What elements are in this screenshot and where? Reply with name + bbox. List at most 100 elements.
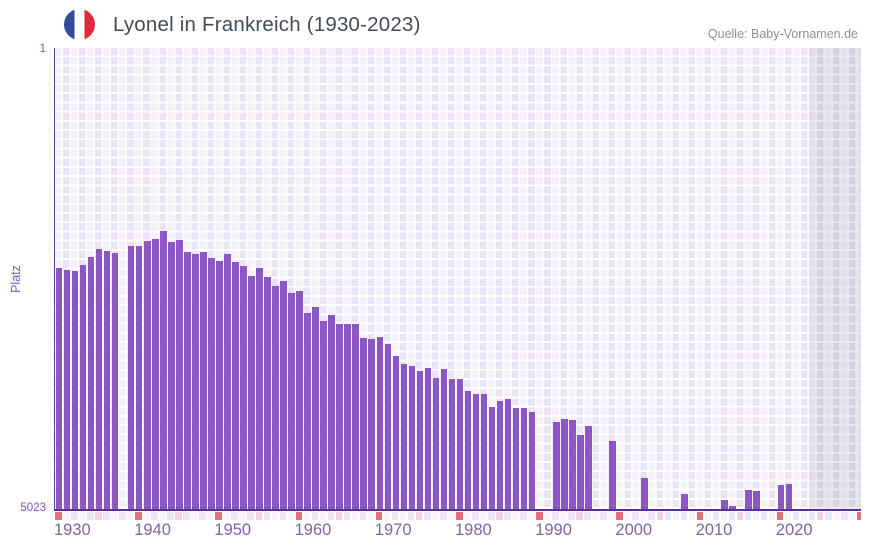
year-cell-2007 — [672, 512, 680, 520]
bar-1973[interactable] — [400, 364, 408, 509]
decade-marker-2010 — [696, 512, 704, 520]
bar-1954[interactable] — [248, 275, 255, 509]
year-cell-1999 — [608, 512, 615, 520]
year-cell-2011 — [704, 512, 712, 520]
year-cell-1978 — [439, 512, 447, 520]
bar-2020[interactable] — [777, 485, 785, 509]
bar-1992[interactable] — [552, 422, 560, 509]
bar-2014[interactable] — [729, 506, 736, 509]
bar-1934[interactable] — [87, 256, 95, 509]
bar-1949[interactable] — [208, 257, 215, 509]
bar-1985[interactable] — [496, 401, 504, 509]
bar-1989[interactable] — [528, 412, 536, 509]
bar-1943[interactable] — [159, 230, 167, 509]
bar-1984[interactable] — [488, 407, 496, 509]
bar-1977[interactable] — [432, 378, 440, 509]
france-flag-icon — [64, 9, 95, 40]
bar-1930[interactable] — [55, 267, 63, 509]
bar-1948[interactable] — [200, 251, 207, 509]
bar-1966[interactable] — [344, 324, 351, 509]
decade-marker-1990 — [536, 512, 543, 520]
bar-1942[interactable] — [151, 238, 159, 509]
year-cell-1933 — [79, 512, 86, 520]
bar-1995[interactable] — [577, 435, 584, 509]
bar-1963[interactable] — [320, 321, 327, 509]
year-cell-1967 — [351, 512, 359, 520]
bar-1980[interactable] — [456, 379, 464, 509]
bar-1983[interactable] — [480, 394, 488, 509]
bar-1986[interactable] — [504, 399, 512, 509]
bar-1967[interactable] — [352, 324, 360, 509]
bar-1964[interactable] — [328, 315, 335, 509]
year-cell-1981 — [464, 512, 471, 520]
bar-1994[interactable] — [568, 420, 576, 509]
bar-1947[interactable] — [192, 254, 199, 509]
bar-1950[interactable] — [216, 260, 223, 509]
bar-1974[interactable] — [408, 366, 416, 509]
bar-1952[interactable] — [232, 261, 239, 509]
bar-2013[interactable] — [721, 500, 728, 509]
bar-1993[interactable] — [560, 419, 568, 509]
year-cell-2023 — [800, 512, 808, 520]
year-cell-1943 — [159, 512, 166, 520]
bar-1937[interactable] — [111, 252, 119, 509]
bar-1970[interactable] — [376, 337, 384, 509]
year-cell-1963 — [319, 512, 327, 520]
bar-1979[interactable] — [448, 379, 456, 509]
bar-1958[interactable] — [280, 280, 287, 509]
bar-2003[interactable] — [641, 478, 648, 509]
bar-1975[interactable] — [416, 371, 424, 509]
bar-1931[interactable] — [63, 270, 71, 509]
bar-2016[interactable] — [745, 490, 752, 509]
bar-1965[interactable] — [336, 324, 343, 509]
bar-1955[interactable] — [256, 267, 263, 509]
bar-1981[interactable] — [464, 391, 472, 509]
bar-1999[interactable] — [609, 441, 616, 509]
bar-1972[interactable] — [392, 356, 400, 509]
bar-1935[interactable] — [95, 248, 103, 509]
x-tick-label-1950: 1950 — [214, 521, 252, 539]
year-cell-2012 — [712, 512, 720, 520]
bar-2008[interactable] — [681, 493, 688, 509]
bar-1953[interactable] — [240, 265, 247, 509]
bar-1962[interactable] — [312, 307, 319, 509]
bar-2017[interactable] — [753, 491, 761, 509]
source-credit: Quelle: Baby-Vornamen.de — [707, 27, 858, 41]
y-tick-bottom: 5023 — [20, 502, 46, 514]
year-cell-1947 — [191, 512, 198, 520]
bar-1933[interactable] — [79, 264, 87, 509]
year-cell-1931 — [63, 512, 70, 520]
bar-1957[interactable] — [272, 285, 279, 509]
year-cell-1954 — [247, 512, 255, 520]
bar-1988[interactable] — [520, 408, 528, 509]
bar-1946[interactable] — [184, 251, 191, 509]
bar-1968[interactable] — [360, 338, 368, 509]
year-cell-1996 — [584, 512, 591, 520]
bar-1951[interactable] — [224, 253, 231, 509]
bar-1941[interactable] — [143, 240, 151, 509]
mid-decade-marker-2015 — [736, 512, 744, 520]
bar-1971[interactable] — [384, 344, 392, 509]
bar-1956[interactable] — [264, 276, 271, 509]
bar-1969[interactable] — [368, 339, 376, 509]
bar-1996[interactable] — [585, 426, 592, 509]
year-cell-2022 — [792, 512, 800, 520]
bar-1936[interactable] — [103, 250, 111, 509]
bar-1982[interactable] — [472, 394, 480, 509]
bar-1960[interactable] — [296, 291, 303, 509]
bar-1976[interactable] — [424, 368, 432, 509]
year-cell-2029 — [848, 512, 856, 520]
bar-1932[interactable] — [71, 271, 79, 509]
bar-1987[interactable] — [512, 408, 520, 509]
bar-1959[interactable] — [288, 292, 295, 509]
bar-1944[interactable] — [167, 241, 175, 509]
bar-1978[interactable] — [440, 369, 448, 509]
bar-1940[interactable] — [135, 245, 143, 509]
bar-1945[interactable] — [176, 239, 183, 509]
bar-1939[interactable] — [127, 245, 135, 509]
year-cell-2026 — [824, 512, 832, 520]
year-cell-1976 — [423, 512, 431, 520]
bar-2021[interactable] — [785, 484, 793, 509]
bar-1961[interactable] — [304, 313, 311, 509]
